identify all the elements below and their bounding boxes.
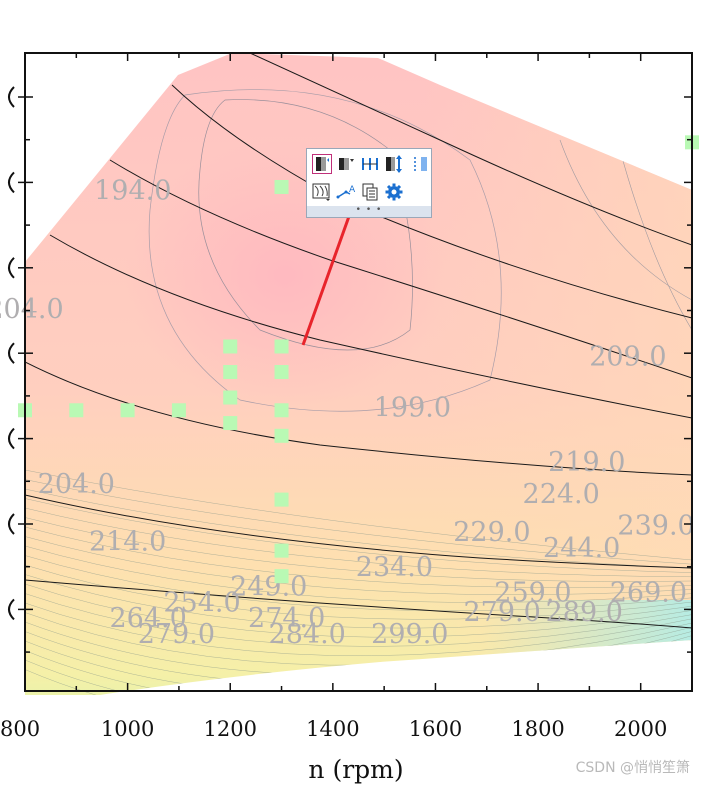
thin-contour-line <box>25 593 692 647</box>
black-contour-line <box>25 579 692 629</box>
contour-label: 254.0 <box>163 587 240 618</box>
contour-label: 214.0 <box>89 527 166 558</box>
scale-icon[interactable] <box>385 154 405 174</box>
thin-contour-line <box>25 583 692 638</box>
copy-format-icon[interactable] <box>360 182 380 202</box>
x-axis-title: n (rpm) <box>308 755 403 784</box>
x-tick-label: 800 <box>0 717 40 741</box>
y-tick-label-fragment <box>8 86 15 108</box>
measurement-point <box>274 492 289 507</box>
x-tick-label: 1200 <box>204 717 257 741</box>
y-tick-label-fragment <box>8 598 15 621</box>
contour-label: 199.0 <box>374 393 451 424</box>
contour-label: 264.0 <box>109 603 186 634</box>
thin-contour-line <box>25 545 692 603</box>
thin-contour-line <box>25 555 692 611</box>
thin-contour-line <box>25 517 692 582</box>
contour-label: 204.0 <box>0 294 64 325</box>
contour-label: 204.0 <box>38 469 115 500</box>
colormap-icon[interactable] <box>312 154 332 174</box>
contour-label: 289.0 <box>546 597 623 628</box>
watermark: CSDN @悄悄笙箫 <box>575 760 690 776</box>
toolbar-expand-handle[interactable]: • • • <box>307 206 431 217</box>
measurement-point <box>223 390 238 405</box>
contour-label: 234.0 <box>356 552 433 583</box>
y-tick-label-fragment <box>8 257 15 279</box>
contour-label: 244.0 <box>543 533 620 564</box>
plot-frame <box>24 52 693 692</box>
measurement-point <box>274 339 289 354</box>
contour-label: 299.0 <box>371 619 448 650</box>
thin-contour-line <box>619 149 692 331</box>
measurement-point <box>223 339 238 354</box>
contour-label: 269.0 <box>610 578 687 609</box>
thin-contour-line <box>25 498 692 573</box>
measurement-point <box>171 403 186 418</box>
x-tick-labels: 800 1000 1200 1400 1600 1800 2000 <box>0 717 667 741</box>
measurement-point <box>223 416 238 431</box>
thin-contour-line <box>25 526 692 588</box>
contour-label: 274.0 <box>248 603 325 634</box>
thin-contour-line <box>25 536 692 596</box>
contour-label: 219.0 <box>548 447 625 478</box>
black-contour-line <box>49 234 692 419</box>
measurement-point <box>274 403 289 418</box>
y-tick-label-fragment <box>8 427 15 450</box>
contour-label: 259.0 <box>494 578 571 609</box>
measurement-point <box>274 365 289 379</box>
measurement-point <box>274 569 289 584</box>
x-tick-label: 1800 <box>511 717 564 741</box>
measurement-point <box>69 403 84 418</box>
black-contour-line <box>25 361 692 476</box>
black-contour-line <box>109 159 692 379</box>
contour-label: 279.0 <box>138 619 215 650</box>
thin-contour-line <box>25 488 692 569</box>
thin-contour-line <box>559 139 692 301</box>
contour-label: 249.0 <box>230 571 307 602</box>
measurement-point <box>223 365 238 379</box>
thin-contour-line <box>25 507 692 578</box>
thin-contour-line <box>198 99 413 351</box>
black-contour-lines <box>25 53 692 629</box>
color-dropdown-icon[interactable] <box>336 154 356 174</box>
mini-toolbar: A • • • <box>306 148 432 218</box>
thin-contour-line <box>25 469 692 561</box>
contour-label: 279.0 <box>464 597 541 628</box>
line-label-icon[interactable]: A <box>336 182 356 202</box>
measurement-point <box>274 543 289 558</box>
measurement-point <box>274 179 289 194</box>
contour-label: 194.0 <box>94 176 171 207</box>
measurement-points <box>18 135 699 584</box>
black-contour-line <box>25 494 692 569</box>
x-tick-label: 1600 <box>409 717 462 741</box>
svg-text:A: A <box>349 185 356 195</box>
contour-label: 229.0 <box>453 517 530 548</box>
thin-contour-line <box>25 612 692 666</box>
contour-label: 224.0 <box>523 479 600 510</box>
levels-icon[interactable] <box>360 154 380 174</box>
contour-label: 239.0 <box>617 511 694 542</box>
contour-label: 284.0 <box>269 619 346 650</box>
thin-contour-line <box>148 89 502 412</box>
x-tick-label: 1000 <box>101 717 154 741</box>
thin-contour-line <box>25 479 692 565</box>
y-tick-label-fragment <box>8 342 15 364</box>
dashed-fill-icon[interactable] <box>411 154 431 174</box>
measurement-point <box>274 428 289 443</box>
contour-label: 209.0 <box>589 342 666 373</box>
y-tick-label-fragment <box>8 171 15 194</box>
y-tick-label-fragment <box>8 513 15 535</box>
settings-icon[interactable] <box>384 182 404 202</box>
x-tick-label: 2000 <box>614 717 667 741</box>
axis-ticks <box>8 53 693 691</box>
fill-pattern-icon[interactable] <box>312 182 332 202</box>
thin-contour-line <box>25 574 692 629</box>
thin-contour-line <box>25 602 692 657</box>
black-contour-line <box>249 53 692 246</box>
measurement-point <box>120 403 135 418</box>
x-tick-label: 1400 <box>306 717 359 741</box>
